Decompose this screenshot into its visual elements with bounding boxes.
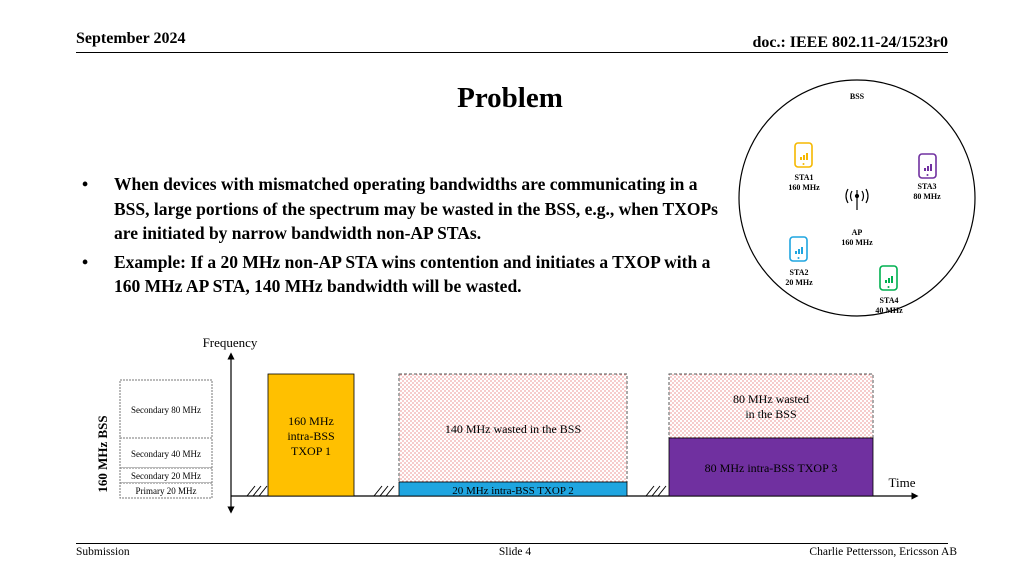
sta4-name: STA4 (880, 296, 899, 305)
bss-160-label: 160 MHz BSS (95, 415, 110, 492)
backoff-marks-2 (373, 485, 395, 497)
spectrum-diagram: Frequency Time 160 MHz BSS Secondary 80 … (95, 335, 919, 514)
bullet-dot: • (82, 174, 89, 194)
header-date: September 2024 (76, 30, 186, 47)
sta1-name: STA1 (795, 173, 814, 182)
wasted-140-block (398, 373, 628, 483)
ap-antenna-icon (845, 188, 869, 210)
channel-secondary-80-label: Secondary 80 MHz (131, 405, 201, 415)
sta1-phone-icon (794, 142, 813, 168)
channel-primary-20 (119, 482, 213, 499)
ap-bw: 160 MHz (841, 238, 873, 247)
channel-secondary-20-label: Secondary 20 MHz (131, 471, 201, 481)
sta2-phone-icon (789, 236, 808, 262)
wasted-140-label: 140 MHz wasted in the BSS (445, 422, 581, 436)
bullet-dot: • (82, 251, 89, 272)
backoff-marks-1 (246, 485, 268, 497)
txop2-block (398, 481, 628, 497)
sta4-phone-icon (879, 265, 898, 291)
bullet-text: Example: If a 20 MHz non-AP STA wins con… (114, 251, 711, 297)
wasted-80-block (668, 373, 874, 439)
bullet-text: When devices with mismatched operating b… (114, 174, 718, 243)
footer-author: Charlie Pettersson, Ericsson AB (809, 546, 957, 558)
txop1-line2: intra-BSS (287, 429, 334, 443)
ap-name: AP (852, 228, 863, 237)
footer-slide-number: Slide 4 (498, 546, 532, 558)
sta4-bw: 40 MHz (875, 306, 903, 315)
sta3-phone-icon (918, 153, 937, 179)
slide-title: Problem (0, 82, 1024, 115)
header-divider (76, 52, 948, 53)
time-label: Time (889, 475, 916, 490)
wasted-80-line1: 80 MHz wasted (733, 392, 809, 406)
sta3-bw: 80 MHz (913, 192, 941, 201)
header-doc-id: doc.: IEEE 802.11-24/1523r0 (752, 34, 948, 51)
channel-secondary-80 (119, 379, 213, 439)
txop1-block (267, 373, 355, 497)
sta2-bw: 20 MHz (785, 278, 813, 287)
bullet-item: • When devices with mismatched operating… (82, 172, 732, 246)
bullet-item: • Example: If a 20 MHz non-AP STA wins c… (82, 250, 732, 299)
wasted-80-line2: in the BSS (745, 407, 796, 421)
sta1-bw: 160 MHz (788, 183, 820, 192)
channel-primary-20-label: Primary 20 MHz (136, 486, 197, 496)
footer-divider (76, 543, 948, 544)
slide-title-text: Problem (457, 82, 563, 114)
txop3-block (668, 437, 874, 497)
txop2-label: 20 MHz intra-BSS TXOP 2 (452, 485, 574, 497)
bss-label: BSS (850, 92, 865, 101)
footer-submission: Submission (76, 546, 130, 558)
sta3-name: STA3 (918, 182, 937, 191)
bss-diagram: BSS STA1 160 MHz STA3 80 MHz AP 160 MHz … (738, 79, 976, 317)
txop1-line3: TXOP 1 (291, 444, 331, 458)
txop3-label: 80 MHz intra-BSS TXOP 3 (705, 461, 838, 475)
bullet-list: • When devices with mismatched operating… (82, 172, 732, 303)
frequency-label: Frequency (203, 335, 258, 350)
txop1-line1: 160 MHz (288, 414, 334, 428)
channel-secondary-40-label: Secondary 40 MHz (131, 449, 201, 459)
backoff-marks-3 (645, 485, 667, 497)
sta2-name: STA2 (790, 268, 809, 277)
